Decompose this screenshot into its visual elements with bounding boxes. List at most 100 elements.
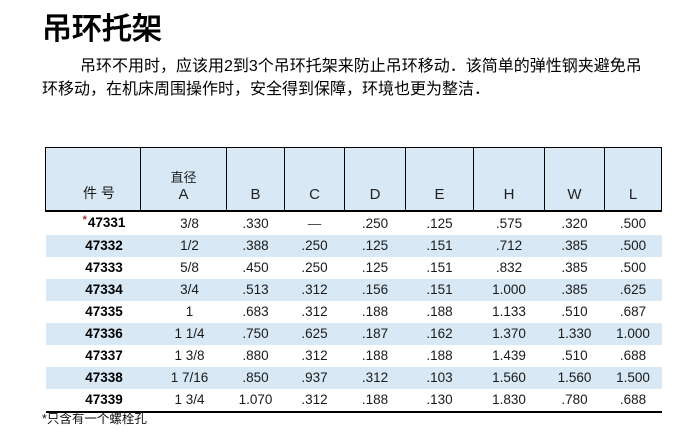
dimension-cell: 1 7/16 — [140, 367, 227, 389]
table-row: *47331 3/8 .330 — .250 .125 .575 .320 .500 — [46, 211, 662, 235]
dimension-cell: .388 — [226, 235, 285, 257]
header-row: 件 号 直径 A B C D E H W L — [45, 147, 662, 212]
part-number: 47337 — [85, 348, 123, 363]
table-row: 47336 1 1/4.750.625.187.162 1.370 1.330 1.00… — [45, 323, 662, 345]
col-header-w: W — [544, 147, 605, 212]
dimension-cell: .188 — [426, 348, 453, 363]
dimension-cell: .688 — [604, 389, 662, 413]
dimension-cell: .687 — [619, 304, 647, 319]
spec-table-body: *47331 3/8 .330 — .250 .125 .575 .320 .500 47332 1… — [45, 211, 662, 413]
intro-paragraph: 吊环不用时，应该用2到3个吊环托架来防止吊环移动．该简单的弹性钢夹避免吊 环移动… — [42, 55, 686, 101]
dimension-cell: .880 — [242, 348, 269, 363]
dimension-cell: .850 — [226, 367, 285, 389]
part-number-cell: 47335 — [46, 301, 141, 323]
dimension-cell: 3/8 — [180, 215, 199, 231]
dimension-cell: .513 — [226, 279, 285, 301]
dimension-cell: 3/4 — [140, 279, 227, 301]
footnote-asterisk: * — [82, 214, 87, 226]
col-header-e: E — [405, 147, 474, 212]
part-number: 47332 — [85, 238, 123, 253]
dimension-cell: .250 — [301, 260, 328, 275]
dimension-cell: .385 — [544, 279, 605, 301]
dimension-cell: .151 — [405, 235, 474, 257]
dimension-cell: 1.000 — [604, 323, 662, 345]
dimension-cell: .162 — [405, 323, 474, 345]
dimension-cell: .188 — [361, 348, 389, 363]
dimension-cell: 1 1/4 — [140, 323, 227, 345]
spec-table: 件 号 直径 A B C D E H W L *47331 3/8 .330 — .25… — [45, 147, 662, 413]
part-number-cell: 47336 — [45, 323, 141, 345]
table-row: 47332 1/2.388.250.125.151.712.385.500 — [45, 235, 662, 257]
dimension-cell: .188 — [344, 389, 406, 413]
dimension-cell: .312 — [344, 367, 406, 389]
part-number: 47338 — [85, 370, 123, 385]
table-row: 47337 1 3/8 .880 .312 .188 .188 1.439 .510 .688 — [46, 345, 662, 367]
dimension-cell: 1.330 — [544, 323, 605, 345]
dimension-cell: .500 — [619, 215, 647, 231]
dimension-cell: .937 — [284, 367, 345, 389]
dimension-cell: 1 3/8 — [174, 348, 205, 363]
table-row: 47333 5/8 .450 .250 .125 .151 .832 .385 .500 — [46, 257, 662, 279]
dimension-cell: .625 — [604, 279, 662, 301]
dimension-cell: .688 — [619, 348, 647, 363]
dimension-cell: .250 — [361, 215, 389, 231]
col-header-diameter-a: 直径 A — [140, 147, 227, 212]
table-row: 47338 1 7/16.850.937.312.103 1.560 1.560 1.5… — [45, 367, 662, 389]
dimension-cell: .780 — [544, 389, 605, 413]
dimension-cell: .312 — [284, 279, 345, 301]
intro-line-2: 环移动，在机床周围操作时，安全得到保障，环境也更为整洁． — [42, 81, 491, 98]
dimension-cell: .151 — [426, 260, 453, 275]
footnote: *只含有一个螺栓孔 — [42, 412, 147, 426]
dimension-cell: .385 — [561, 260, 588, 275]
dimension-cell: .510 — [561, 348, 588, 363]
dimension-cell: 1 — [185, 304, 194, 319]
dimension-cell: 1/2 — [140, 235, 227, 257]
dimension-cell: .320 — [561, 215, 588, 231]
part-number-cell: *47331 — [46, 211, 141, 235]
dimension-cell: 1 3/4 — [140, 389, 227, 413]
dimension-cell: — — [307, 215, 322, 231]
dimension-cell: .250 — [284, 235, 345, 257]
table-row: 47334 3/4.513.312.156.151 1.000.385.625 — [45, 279, 662, 301]
dimension-cell: .312 — [301, 304, 328, 319]
col-header-d: D — [344, 147, 406, 212]
dimension-cell: 1.560 — [473, 367, 545, 389]
dimension-cell: 1.070 — [226, 389, 285, 413]
dimension-cell: .575 — [495, 215, 523, 231]
table-row: 47339 1 3/4 1.070.312.188.130 1.830.780.688 — [45, 389, 662, 413]
dimension-cell: .125 — [361, 260, 389, 275]
part-number: 47334 — [85, 282, 123, 297]
dimension-cell: .510 — [561, 304, 588, 319]
intro-line-1: 吊环不用时，应该用2到3个吊环托架来防止吊环移动．该简单的弹性钢夹避免吊 — [80, 58, 642, 75]
dimension-cell: 1.560 — [544, 367, 605, 389]
dimension-cell: .312 — [284, 389, 345, 413]
page-title: 吊环托架 — [42, 13, 162, 46]
dimension-cell: .625 — [284, 323, 345, 345]
dimension-cell: .188 — [361, 304, 389, 319]
dimension-cell: .187 — [344, 323, 406, 345]
table-row: 47335 1 .683 .312 .188 .188 1.133 .510 .687 — [46, 301, 662, 323]
part-number-cell: 47334 — [45, 279, 141, 301]
dimension-cell: .151 — [405, 279, 474, 301]
col-header-h: H — [473, 147, 545, 212]
dimension-cell: .500 — [604, 235, 662, 257]
col-header-part-number-label: 件 号 — [83, 185, 115, 201]
dimension-cell: 1.439 — [492, 348, 526, 363]
part-number-cell: 47338 — [45, 367, 141, 389]
part-number-cell: 47339 — [45, 389, 141, 413]
part-number: 47331 — [87, 215, 126, 230]
dimension-cell: .103 — [405, 367, 474, 389]
col-header-diameter-a-stack: 直径 A — [141, 170, 226, 203]
col-header-c: C — [284, 147, 345, 212]
part-number: 47333 — [85, 260, 123, 275]
dimension-cell: .125 — [426, 215, 453, 231]
dimension-cell: .330 — [242, 215, 269, 231]
dimension-cell: .188 — [426, 304, 453, 319]
col-header-b: B — [226, 147, 285, 212]
dimension-cell: .683 — [242, 304, 269, 319]
part-number: 47339 — [85, 392, 123, 407]
part-number-cell: 47337 — [46, 345, 141, 367]
dimension-cell: .156 — [344, 279, 406, 301]
dimension-cell: .450 — [242, 260, 269, 275]
part-number: 47336 — [85, 326, 123, 341]
